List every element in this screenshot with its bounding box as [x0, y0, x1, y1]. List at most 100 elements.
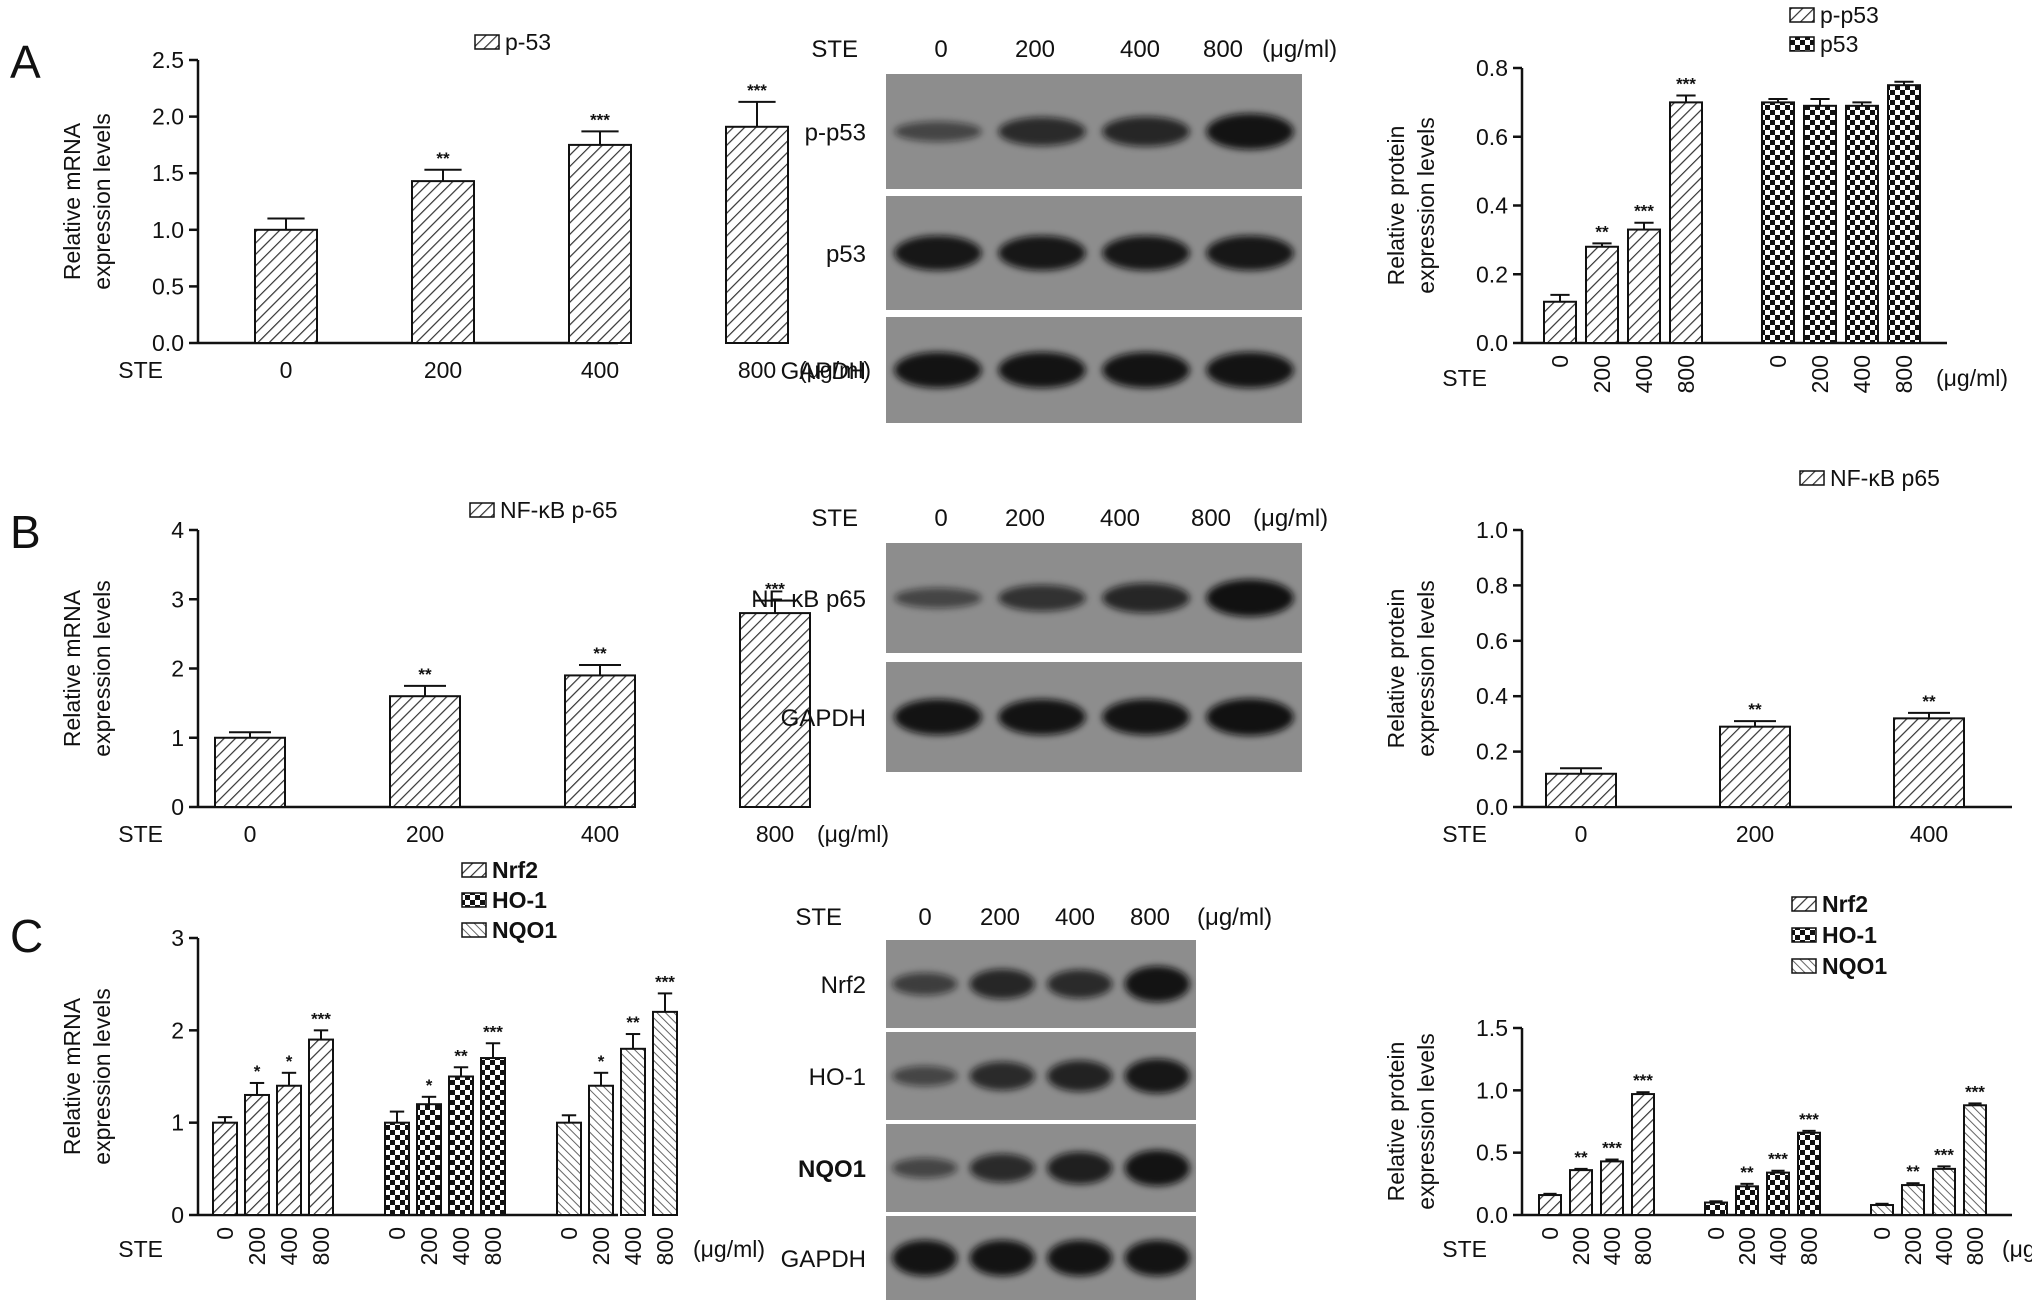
blot-band	[998, 699, 1086, 735]
y-tick-label: 0	[171, 1202, 184, 1228]
bar	[1543, 300, 1577, 344]
x-tick-label: 800	[1962, 1227, 1988, 1265]
blot-band	[1102, 699, 1190, 735]
blot-band	[1047, 1240, 1113, 1276]
significance-label: ***	[747, 81, 767, 100]
x-tick-label: 400	[1599, 1227, 1625, 1265]
x-tick-label: 400	[1910, 821, 1948, 847]
x-tick-label: 200	[1734, 1227, 1760, 1265]
bar	[254, 228, 318, 344]
bar	[389, 695, 461, 809]
blot-treatment-label: STE	[795, 904, 842, 931]
y-tick-label: 1	[171, 725, 184, 751]
blot-band	[1124, 966, 1190, 1002]
legend-swatch	[461, 922, 487, 938]
blot-band	[1102, 352, 1190, 388]
x-tick-label: 400	[1931, 1227, 1957, 1265]
bar	[564, 674, 636, 808]
bar	[620, 1047, 646, 1217]
y-tick-label: 1	[171, 1110, 184, 1136]
panel-label-b: B	[10, 506, 41, 558]
legend-swatch	[1791, 896, 1817, 912]
y-tick-label: 0.2	[1476, 261, 1508, 287]
x-tick-label: 0	[1703, 1227, 1729, 1240]
bar	[214, 736, 286, 808]
x-tick-label: 200	[424, 357, 462, 383]
x-tick-label: 800	[480, 1227, 506, 1265]
y-tick-label: 4	[171, 517, 184, 543]
significance-label: **	[593, 644, 607, 663]
blot-unit-label: (μg/ml)	[1253, 505, 1328, 532]
bar	[1887, 84, 1921, 344]
legend-swatch	[1789, 7, 1815, 23]
x-tick-label: 200	[1807, 355, 1833, 393]
blot-band	[998, 235, 1086, 271]
blot-band	[894, 587, 982, 609]
bar	[1766, 1171, 1790, 1216]
x-treatment-label: STE	[118, 357, 163, 383]
legend-label: NQO1	[1822, 953, 1887, 979]
x-tick-label: 200	[416, 1227, 442, 1265]
significance-label: **	[1574, 1148, 1588, 1167]
legend-label: NF-κB p65	[1830, 465, 1940, 491]
x-unit-label: (μg/ml)	[1936, 365, 2008, 391]
legend-label: HO-1	[1822, 922, 1877, 948]
y-tick-label: 2	[171, 1017, 184, 1043]
blot-band	[1206, 579, 1294, 617]
bar	[1669, 101, 1703, 344]
y-axis-label-line: Relative protein	[1383, 589, 1409, 749]
significance-label: **	[1906, 1162, 1920, 1181]
y-axis-label: Relative protein expression levels	[1383, 1033, 1439, 1209]
y-tick-label: 3	[171, 586, 184, 612]
y-tick-label: 0.2	[1476, 739, 1508, 765]
y-axis-label: Relative protein expression levels	[1383, 580, 1439, 756]
significance-label: ***	[483, 1022, 503, 1041]
blot-band	[1102, 583, 1190, 613]
x-treatment-label: STE	[1442, 1236, 1487, 1262]
blot-band-label: HO-1	[809, 1064, 866, 1091]
legend-label: NQO1	[492, 917, 557, 943]
bar	[1627, 228, 1661, 344]
blot-band	[1102, 116, 1190, 147]
y-tick-label: 0.0	[1476, 1202, 1508, 1228]
bar	[1932, 1167, 1956, 1216]
blot-lane-label: 800	[1130, 904, 1170, 931]
blot-band-label: p-p53	[805, 120, 866, 147]
y-tick-label: 0.0	[152, 330, 184, 356]
bar	[1569, 1169, 1593, 1216]
blot-unit-label: (μg/ml)	[1197, 904, 1272, 931]
significance-label: ***	[1799, 1110, 1819, 1129]
x-tick-label: 0	[384, 1227, 410, 1240]
x-tick-label: 400	[1849, 355, 1875, 393]
bar	[1538, 1194, 1562, 1217]
legend-swatch	[461, 892, 487, 908]
x-treatment-label: STE	[118, 821, 163, 847]
bar	[480, 1057, 506, 1216]
x-tick-label: 800	[1891, 355, 1917, 393]
x-unit-label: (μg/ml)	[2002, 1236, 2032, 1262]
y-tick-label: 1.5	[152, 160, 184, 186]
x-tick-label: 0	[556, 1227, 582, 1240]
significance-label: **	[1595, 222, 1609, 241]
blot-band	[969, 1153, 1035, 1183]
bar	[739, 612, 811, 808]
x-tick-label: 0	[1537, 1227, 1563, 1240]
x-tick-label: 0	[280, 357, 293, 383]
bar	[1735, 1185, 1759, 1216]
blot-band	[1047, 1060, 1113, 1092]
x-tick-label: 800	[1796, 1227, 1822, 1265]
blots-layer: STE 0 200 400 800 (μg/ml) p-p53 p53 GAPDH STE 0 200…	[751, 36, 1337, 1300]
y-axis-label-line: Relative protein	[1383, 126, 1409, 286]
x-tick-label: 0	[1869, 1227, 1895, 1240]
blot-band	[1206, 698, 1294, 736]
bar	[448, 1075, 474, 1216]
blot-lane-label: 400	[1100, 505, 1140, 532]
significance-label: ***	[1676, 75, 1696, 94]
blot-band-label: GAPDH	[781, 358, 866, 385]
x-unit-label: (μg/ml)	[693, 1236, 765, 1262]
chart-C-protein: 0.0 0.5 1.0 1.5 Relative protein expression l…	[1383, 891, 2032, 1265]
x-treatment-label: STE	[118, 1236, 163, 1262]
x-tick-label: 200	[1900, 1227, 1926, 1265]
bar	[1901, 1184, 1925, 1216]
